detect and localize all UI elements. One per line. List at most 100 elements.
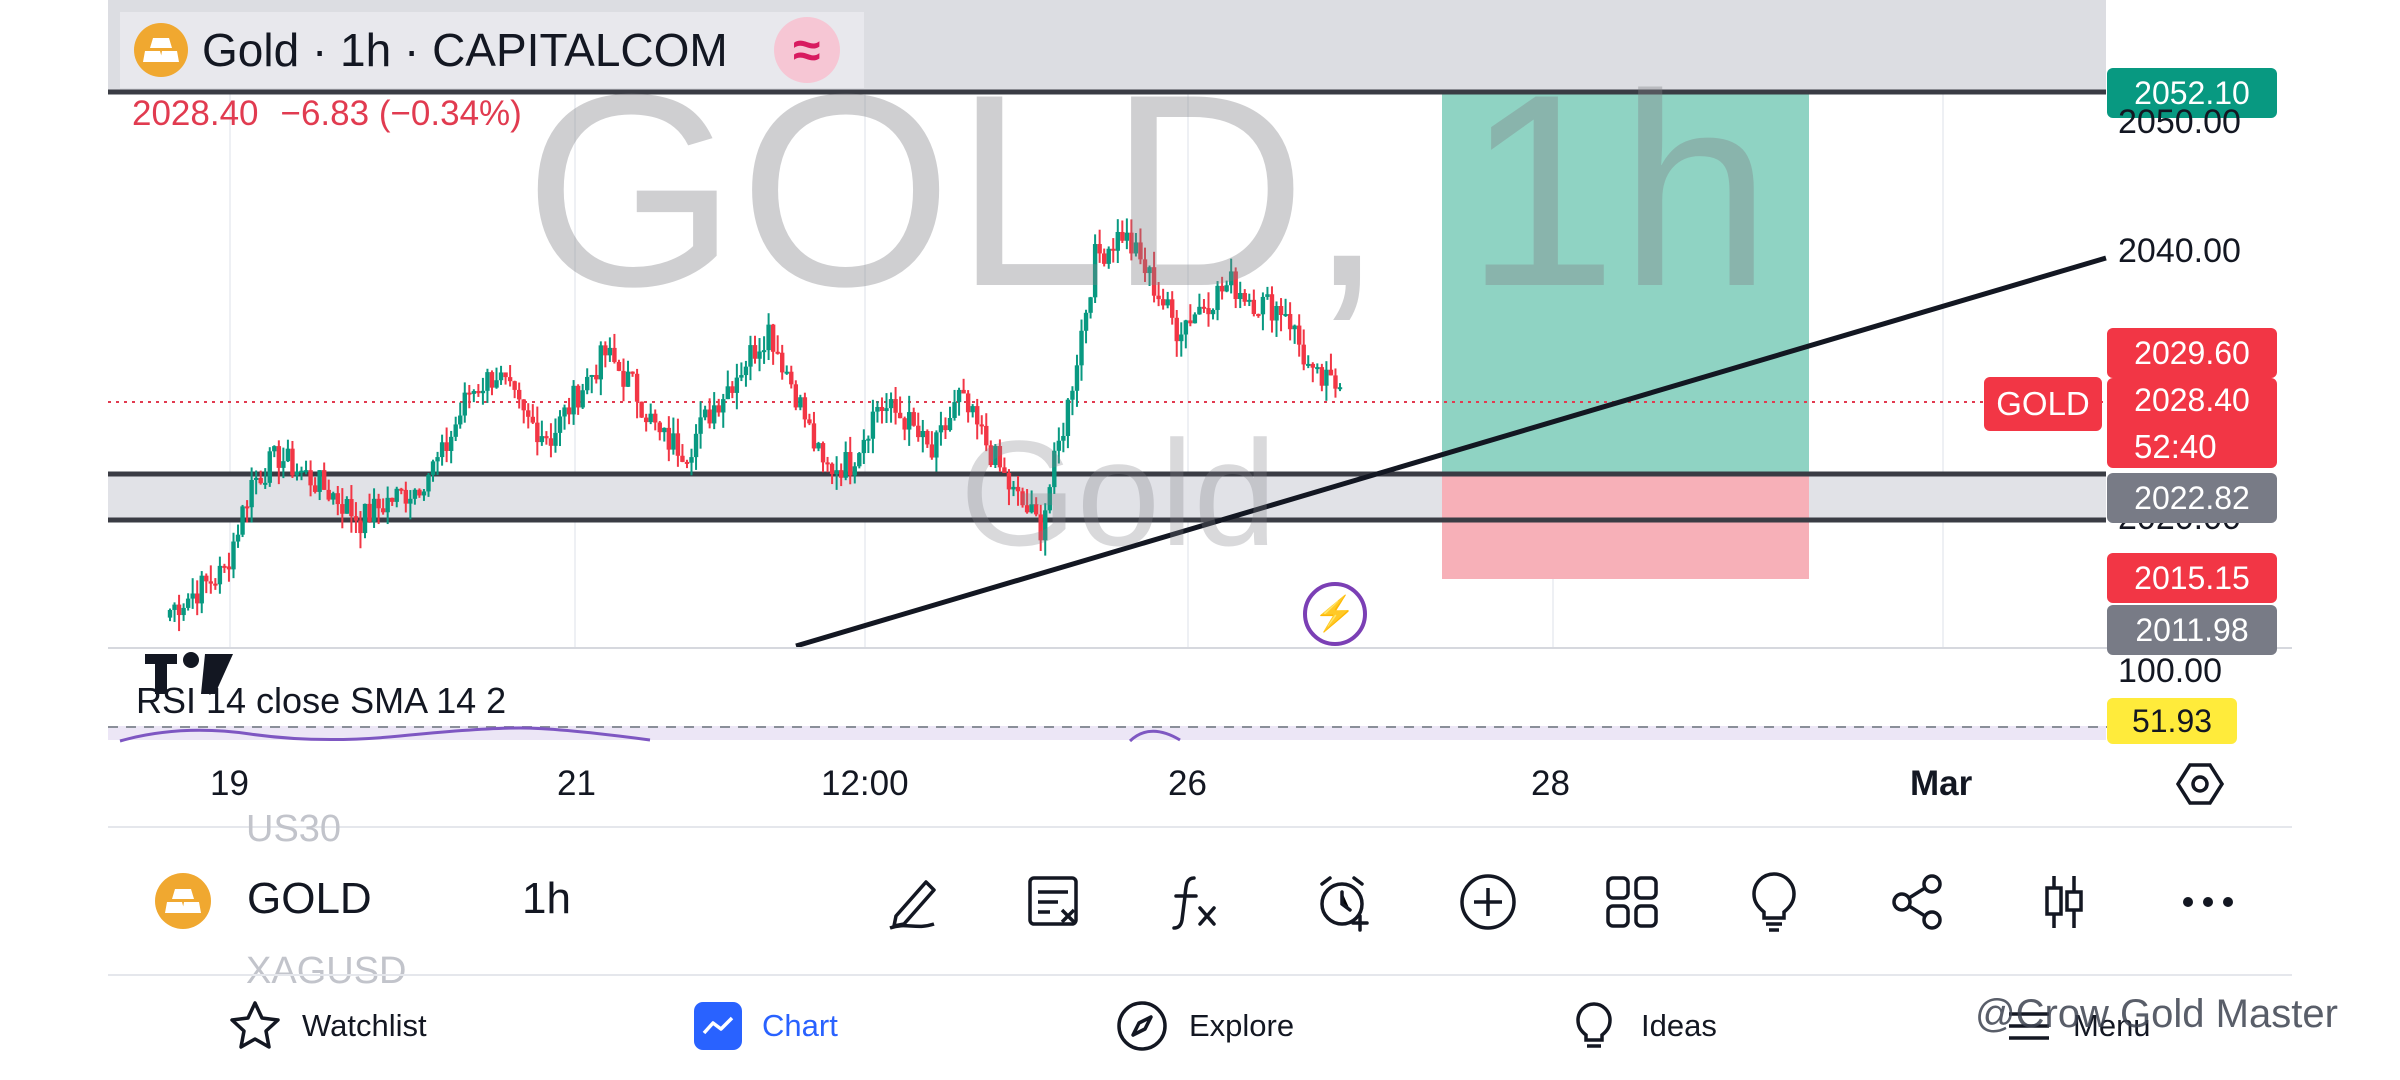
- candle-body: [1274, 306, 1279, 321]
- candle-body: [816, 443, 821, 449]
- candle-body: [943, 425, 948, 431]
- nav-menu[interactable]: Menu: [2005, 996, 2151, 1056]
- rsi-line: [119, 726, 1181, 743]
- candle-body: [1269, 294, 1275, 321]
- more-icon[interactable]: [2172, 866, 2244, 938]
- candle-body: [793, 384, 799, 408]
- lightning-icon[interactable]: ⚡: [1303, 582, 1367, 646]
- candle-body: [721, 399, 726, 413]
- candle-body: [195, 593, 200, 604]
- candle-body: [770, 324, 776, 352]
- candle-body: [1260, 296, 1266, 315]
- high-price-label: 2029.60: [2107, 328, 2277, 378]
- candle-body: [507, 377, 513, 382]
- candle-body: [648, 413, 653, 423]
- candle-body: [312, 485, 318, 492]
- candle-body: [1002, 467, 1007, 473]
- candle-body: [739, 375, 744, 378]
- rsi-title[interactable]: RSI 14 close SMA 14 2: [136, 680, 507, 721]
- share-icon[interactable]: [1882, 866, 1954, 938]
- nav-divider: [108, 974, 2292, 976]
- candle-body: [1319, 367, 1325, 386]
- object-tree-icon[interactable]: [1018, 866, 1090, 938]
- candle-body: [979, 424, 984, 427]
- candle-body: [294, 471, 300, 476]
- candle-body: [1156, 295, 1161, 300]
- pencil-icon[interactable]: [878, 866, 950, 938]
- next-symbol[interactable]: XAGUSD: [246, 950, 407, 992]
- candle-body: [1124, 232, 1130, 241]
- candle-body: [902, 418, 907, 430]
- candle-body: [503, 372, 508, 378]
- candle-body: [367, 503, 372, 522]
- candle-body: [1215, 285, 1220, 310]
- candle-body: [399, 488, 404, 491]
- candle-body: [1256, 314, 1261, 317]
- candle-body: [1278, 306, 1284, 315]
- star-icon: [230, 1001, 280, 1049]
- candle-body: [476, 391, 481, 394]
- indicators-icon[interactable]: [1160, 866, 1232, 938]
- candle-body: [1120, 231, 1125, 241]
- candle-type-icon[interactable]: [2028, 866, 2100, 938]
- candle-body: [1020, 491, 1025, 506]
- candle-body: [458, 415, 463, 425]
- candle-body: [589, 374, 594, 377]
- candle-body: [308, 470, 313, 486]
- candle-body: [326, 489, 331, 500]
- candle-body: [467, 392, 472, 395]
- add-icon[interactable]: [1452, 866, 1524, 938]
- nav-label: Explore: [1189, 1008, 1295, 1043]
- candle-body: [1292, 325, 1297, 330]
- candle-body: [1206, 308, 1211, 315]
- symbol-selector[interactable]: GOLD: [247, 874, 372, 923]
- candle-body: [204, 575, 209, 582]
- alert-icon[interactable]: [1308, 866, 1380, 938]
- candle-body: [167, 609, 173, 618]
- candle-body: [997, 446, 1003, 468]
- time-axis-label: 26: [1168, 764, 1207, 803]
- candle-body: [1197, 306, 1202, 315]
- symbol-title: Gold · 1h · CAPITALCOM: [202, 24, 728, 76]
- nav-explore[interactable]: Explore: [1115, 996, 1294, 1056]
- candle-body: [1074, 365, 1080, 391]
- candle-body: [244, 506, 250, 509]
- last-price-value: 2028.40: [2134, 382, 2250, 418]
- settings-icon[interactable]: [2175, 760, 2225, 813]
- candle-body: [711, 405, 717, 424]
- candle-body: [653, 413, 658, 423]
- candle-body: [866, 438, 871, 441]
- candle-body: [594, 374, 599, 380]
- symbol-header[interactable]: Gold · 1h · CAPITALCOM ≈: [120, 12, 864, 88]
- bulb-icon: [1576, 1002, 1612, 1048]
- rsi-value-label: 51.93: [2107, 698, 2237, 744]
- layouts-icon[interactable]: [1596, 866, 1668, 938]
- data-source-icon[interactable]: ≈: [773, 17, 840, 83]
- gold-bars-icon: [155, 873, 211, 929]
- nav-chart[interactable]: Chart: [694, 996, 838, 1056]
- price-change-pct: (−0.34%): [378, 94, 522, 133]
- candle-body: [698, 417, 703, 434]
- candle-body: [970, 406, 975, 413]
- candle-body: [512, 381, 517, 390]
- candle-body: [857, 453, 862, 467]
- candle-body: [1192, 314, 1198, 324]
- prev-symbol[interactable]: US30: [246, 808, 342, 850]
- candle-body: [975, 406, 980, 425]
- candle-body: [1183, 320, 1189, 335]
- nav-ideas[interactable]: Ideas: [1567, 996, 1717, 1056]
- candle-body: [412, 489, 418, 499]
- timeframe-selector[interactable]: 1h: [522, 874, 571, 923]
- nav-watchlist[interactable]: Watchlist: [228, 996, 427, 1056]
- candle-body: [385, 497, 390, 513]
- candle-body: [1079, 330, 1084, 366]
- candle-body: [181, 607, 186, 616]
- ideas-bulb-icon[interactable]: [1738, 866, 1810, 938]
- candle-body: [557, 416, 563, 433]
- candle-body: [916, 425, 921, 438]
- candle-body: [952, 402, 957, 418]
- candle-body: [716, 405, 721, 413]
- candle-body: [825, 462, 830, 465]
- candle-body: [897, 412, 903, 419]
